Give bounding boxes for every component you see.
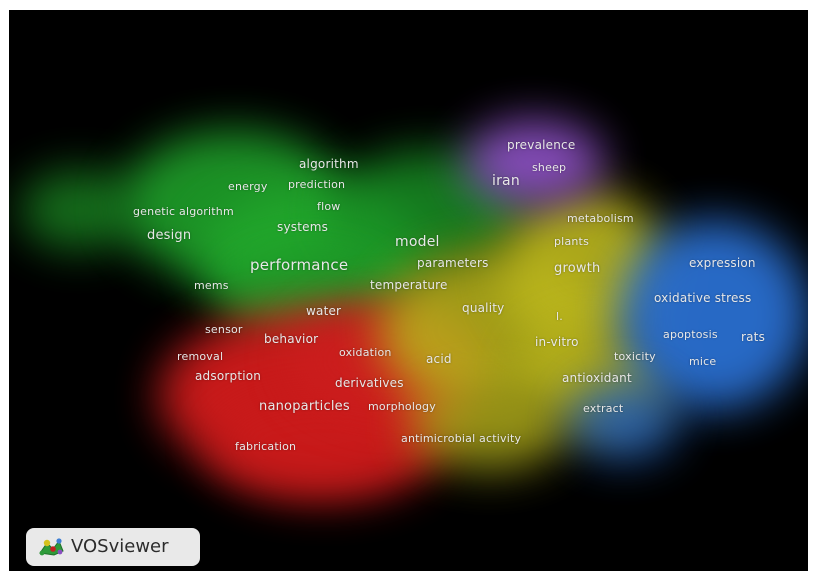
term-label[interactable]: iran (492, 173, 520, 189)
term-label[interactable]: mice (689, 355, 717, 368)
density-blob-yellow (409, 380, 569, 470)
term-label[interactable]: adsorption (195, 369, 262, 383)
term-label[interactable]: parameters (417, 256, 489, 270)
term-label[interactable]: quality (462, 301, 505, 315)
term-label[interactable]: extract (583, 402, 624, 415)
term-label[interactable]: toxicity (614, 350, 656, 363)
term-label[interactable]: mems (194, 279, 229, 292)
network-density-map[interactable]: prevalence sheep iran algorithm energy p… (9, 10, 808, 571)
term-label[interactable]: water (306, 304, 342, 318)
term-label[interactable]: rats (741, 330, 766, 344)
term-label[interactable]: genetic algorithm (133, 205, 234, 218)
term-label[interactable]: performance (250, 256, 349, 274)
term-label[interactable]: in-vitro (535, 335, 579, 349)
term-label[interactable]: antimicrobial activity (401, 432, 522, 445)
term-label[interactable]: derivatives (335, 376, 404, 390)
term-label[interactable]: oxidative stress (654, 291, 752, 305)
term-label[interactable]: flow (317, 200, 341, 213)
logo-text: VOSviewer (71, 536, 169, 557)
term-label[interactable]: metabolism (567, 212, 634, 225)
term-label[interactable]: temperature (370, 278, 448, 292)
term-label[interactable]: behavior (264, 332, 319, 346)
term-label[interactable]: model (395, 234, 440, 250)
term-label[interactable]: plants (554, 235, 589, 248)
term-label[interactable]: nanoparticles (259, 399, 350, 414)
term-label[interactable]: growth (554, 261, 601, 276)
term-label[interactable]: apoptosis (663, 328, 718, 341)
term-label[interactable]: fabrication (235, 440, 297, 453)
term-label[interactable]: algorithm (299, 157, 359, 171)
density-blob-blue (569, 380, 679, 460)
density-blob-blue (619, 220, 808, 410)
density-blob-purple (464, 120, 604, 205)
vosviewer-network-icon (36, 535, 66, 564)
term-label[interactable]: sensor (205, 323, 243, 336)
term-label[interactable]: design (147, 228, 192, 243)
term-label[interactable]: energy (228, 180, 268, 193)
term-label[interactable]: acid (426, 352, 452, 366)
term-label[interactable]: l. (556, 310, 563, 323)
term-label[interactable]: systems (277, 220, 329, 234)
term-label[interactable]: expression (689, 256, 756, 270)
term-label[interactable]: prevalence (507, 138, 576, 152)
term-label[interactable]: antioxidant (562, 371, 632, 385)
term-label[interactable]: morphology (368, 400, 436, 413)
term-label[interactable]: prediction (288, 178, 346, 191)
term-label[interactable]: removal (177, 350, 224, 363)
term-label[interactable]: sheep (532, 161, 567, 174)
vosviewer-logo: VOSviewer (26, 528, 200, 566)
term-label[interactable]: oxidation (339, 346, 392, 359)
